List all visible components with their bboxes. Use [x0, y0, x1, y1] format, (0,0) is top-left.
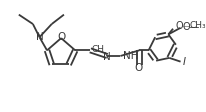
Text: CH: CH — [91, 45, 104, 54]
Text: CH₃: CH₃ — [189, 21, 206, 30]
Text: —: — — [183, 23, 190, 29]
Text: O: O — [134, 63, 142, 73]
Text: O: O — [176, 21, 184, 31]
Text: O: O — [57, 32, 65, 42]
Text: N: N — [36, 32, 43, 42]
Text: I: I — [183, 57, 185, 67]
Text: NH: NH — [123, 51, 139, 61]
Text: O—: O— — [183, 22, 200, 32]
Text: N: N — [103, 52, 111, 62]
